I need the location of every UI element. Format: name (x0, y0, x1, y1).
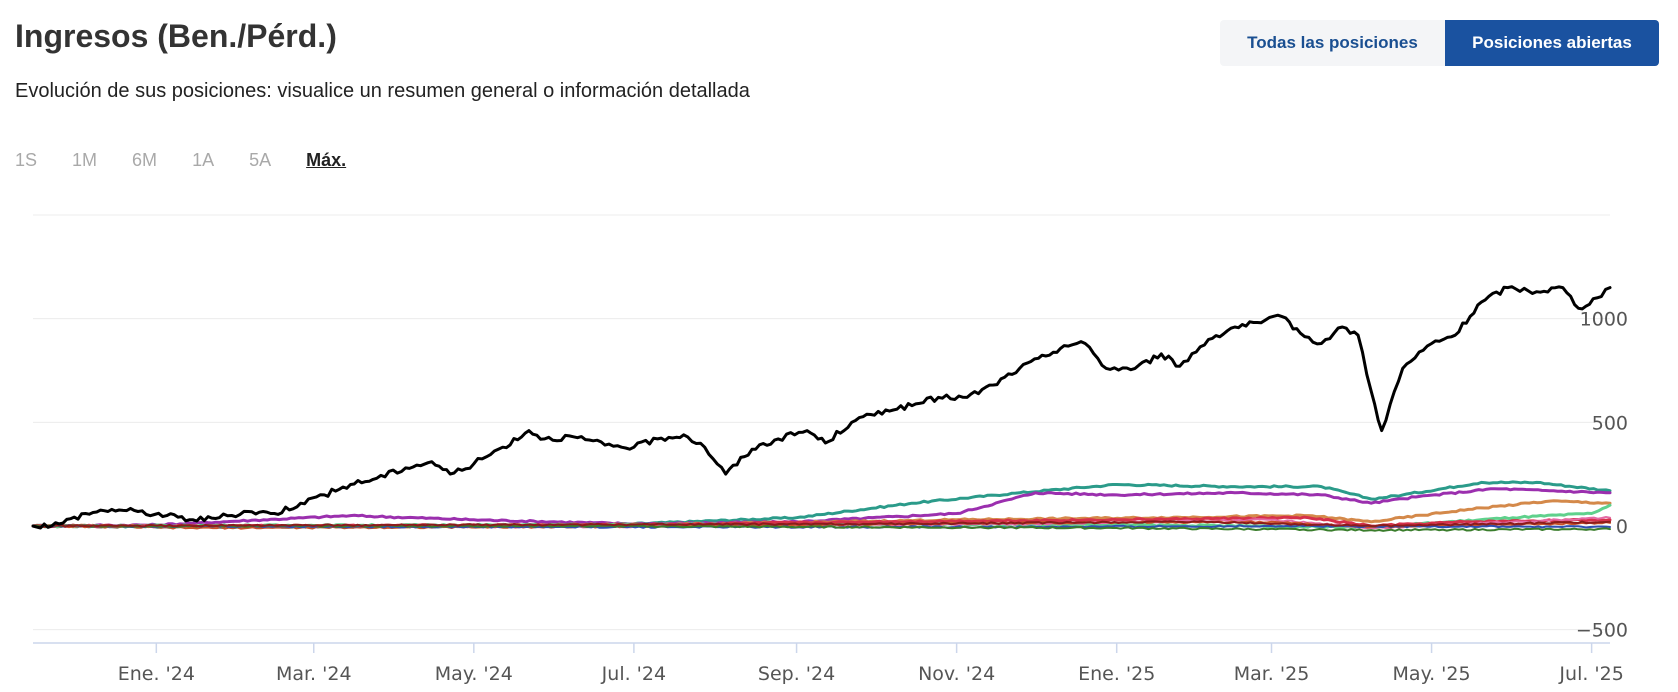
y-tick-label: −500 (1576, 620, 1628, 642)
position-toggle: Todas las posiciones Posiciones abiertas (1220, 20, 1659, 66)
series-lines (31, 285, 1612, 532)
grid-lines (33, 214, 1610, 631)
range-tabs: 1S 1M 6M 1A 5A Máx. (15, 150, 381, 171)
open-positions-button[interactable]: Posiciones abiertas (1445, 20, 1659, 66)
range-tab-1s[interactable]: 1S (15, 150, 38, 170)
x-tick-label: Mar. '24 (276, 663, 352, 685)
page-title: Ingresos (Ben./Pérd.) (15, 18, 337, 54)
x-tick-label: Sep. '24 (758, 663, 835, 685)
pnl-line-chart: −500 0 500 1000 Ene. '24 Mar. '24 May. '24 Jul.… (31, 214, 1628, 685)
x-tick-label: Ene. '24 (118, 663, 195, 685)
x-tick-label: Nov. '24 (918, 663, 995, 685)
x-tick-label: Jul. '25 (1558, 663, 1623, 685)
y-tick-label: 1000 (1580, 309, 1628, 331)
y-tick-label: 0 (1616, 516, 1628, 538)
range-tab-max[interactable]: Máx. (306, 150, 347, 170)
x-tick-label: Ene. '25 (1078, 663, 1155, 685)
range-tab-1m[interactable]: 1M (72, 150, 98, 170)
page-subtitle: Evolución de sus posiciones: visualice u… (15, 80, 750, 102)
y-tick-label: 500 (1592, 412, 1628, 434)
range-tab-6m[interactable]: 6M (132, 150, 158, 170)
range-tab-1a[interactable]: 1A (192, 150, 215, 170)
series-line[interactable] (32, 520, 1611, 528)
x-tick-label: May. '25 (1393, 663, 1471, 685)
x-tick-label: Jul. '24 (601, 663, 666, 685)
x-tick-label: Mar. '25 (1234, 663, 1310, 685)
series-line[interactable] (31, 285, 1612, 530)
range-tab-5a[interactable]: 5A (249, 150, 272, 170)
chart-axes: −500 0 500 1000 Ene. '24 Mar. '24 May. '24 Jul.… (33, 309, 1628, 685)
all-positions-button[interactable]: Todas las posiciones (1220, 20, 1445, 66)
x-tick-label: May. '24 (435, 663, 513, 685)
